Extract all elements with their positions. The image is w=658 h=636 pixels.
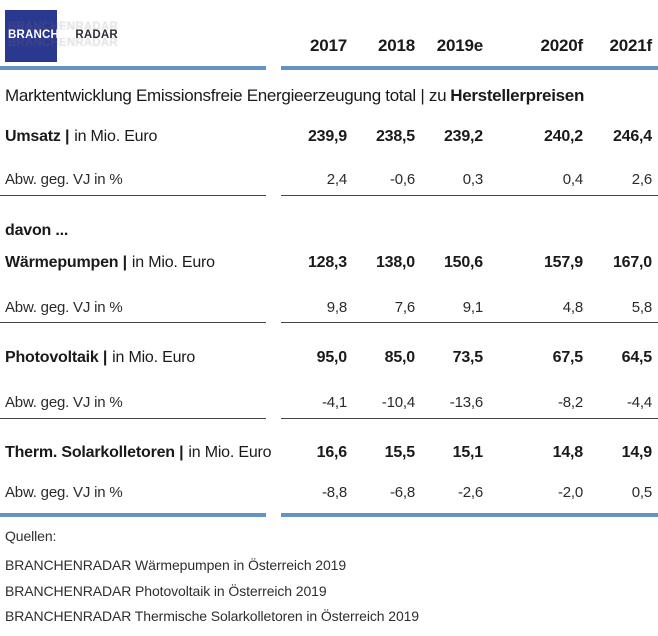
cell-value: 0,5 [631,484,652,501]
cell-value: 9,1 [462,299,483,316]
divider-segment [0,195,266,196]
cell-value: 4,8 [562,299,583,316]
divider-segment [281,418,658,419]
logo-wordmark: BRANCHENRADAR [8,29,118,41]
cell-value: 2,4 [326,171,347,188]
table-title-bold: Herstellerpreisen [450,86,585,105]
table-row-waermepumpen: Wärmepumpen | in Mio. Euro 128,3 138,0 15… [0,253,658,272]
divider-segment [281,322,658,323]
row-label: Therm. Solarkolletoren | in Mio. Euro [5,444,272,461]
sources-heading: Quellen: [5,528,57,544]
cell-value: 150,6 [443,254,483,271]
footer-sources: Quellen: BRANCHENRADAR Wärmepumpen in Ös… [0,528,658,625]
divider-grey [0,418,658,419]
cell-value: -2,0 [557,484,583,501]
cell-value: -6,8 [389,484,415,501]
table-row-therm-solarkolletoren-abw: Abw. geg. VJ in % -8,8 -6,8 -2,6 -2,0 0,… [0,483,658,502]
cell-value: -4,4 [626,394,652,411]
cell-value: 239,2 [443,128,483,145]
source-line: BRANCHENRADAR Photovoltaik in Österreich… [5,583,327,599]
cell-value: -2,6 [457,484,483,501]
cell-value: -10,4 [381,394,415,411]
divider-segment [0,66,266,70]
table-row-umsatz: Umsatz | in Mio. Euro 239,9 238,5 239,2 2… [0,127,658,146]
row-label: Umsatz | in Mio. Euro [5,128,158,145]
cell-value: 240,2 [543,128,583,145]
row-label: Abw. geg. VJ in % [5,171,123,188]
branchenradar-logo: BRANCHENRADAR BRANCHENRADAR BRANCHENRADA… [5,10,145,62]
cell-value: 67,5 [552,349,584,366]
row-label: Abw. geg. VJ in % [5,394,123,411]
cell-value: 15,5 [384,444,416,461]
section-label: davon ... [5,222,69,239]
cell-value: -13,6 [449,394,483,411]
cell-value: 5,8 [631,299,652,316]
header: BRANCHENRADAR BRANCHENRADAR BRANCHENRADA… [0,0,658,66]
logo-ghost-text: BRANCHENRADAR [8,37,118,49]
table-title: Marktentwicklung Emissionsfreie Energiee… [5,86,658,106]
table-title-main: Marktentwicklung Emissionsfreie Energiee… [5,86,447,105]
cell-value: 85,0 [384,349,416,366]
divider-segment [0,513,266,517]
divider-segment [281,66,658,70]
divider-grey [0,195,658,196]
cell-value: 16,6 [316,444,348,461]
table-row-waermepumpen-abw: Abw. geg. VJ in % 9,8 7,6 9,1 4,8 5,8 [0,298,658,317]
cell-value: 0,3 [462,171,483,188]
logo-square [5,10,57,62]
cell-value: 138,0 [375,254,415,271]
year-column-2021f: 2021f [609,36,653,55]
year-column-2020f: 2020f [540,36,584,55]
year-column-2017: 2017 [309,36,347,55]
cell-value: 246,4 [612,128,652,145]
divider-grey [0,322,658,323]
source-line: BRANCHENRADAR Thermische Solarkolletoren… [5,608,419,624]
logo-text-primary: BRANCHEN [8,29,76,41]
row-label: Abw. geg. VJ in % [5,484,123,501]
year-header-row: 2017 2018 2019e 2020f 2021f [0,0,652,66]
cell-value: 7,6 [394,299,415,316]
divider-blue-top [0,66,658,70]
divider-segment [281,513,658,517]
cell-value: 14,9 [621,444,653,461]
divider-segment [281,195,658,196]
divider-segment [0,418,266,419]
cell-value: 238,5 [375,128,415,145]
cell-value: -8,8 [321,484,347,501]
table-row-umsatz-abw: Abw. geg. VJ in % 2,4 -0,6 0,3 0,4 2,6 [0,170,658,189]
cell-value: 15,1 [452,444,484,461]
cell-value: 128,3 [307,254,347,271]
year-column-2019e: 2019e [436,36,483,55]
cell-value: 0,4 [562,171,583,188]
cell-value: 64,5 [621,349,653,366]
table-row-photovoltaik: Photovoltaik | in Mio. Euro 95,0 85,0 73,… [0,348,658,367]
cell-value: -8,2 [557,394,583,411]
table-row-photovoltaik-abw: Abw. geg. VJ in % -4,1 -10,4 -13,6 -8,2 … [0,393,658,412]
table-row-therm-solarkolletoren: Therm. Solarkolletoren | in Mio. Euro 16,… [0,443,658,462]
cell-value: 95,0 [316,349,348,366]
cell-value: 73,5 [452,349,484,366]
table-row-davon: davon ... [0,221,658,240]
logo-ghost-text: BRANCHENRADAR [8,21,118,33]
cell-value: 239,9 [307,128,347,145]
cell-value: -4,1 [321,394,347,411]
row-label: Abw. geg. VJ in % [5,299,123,316]
cell-value: 2,6 [631,171,652,188]
logo-text-secondary: RADAR [75,29,118,41]
source-line: BRANCHENRADAR Wärmepumpen in Österreich … [5,557,347,573]
cell-value: 9,8 [326,299,347,316]
cell-value: 157,9 [543,254,583,271]
cell-value: 167,0 [612,254,652,271]
cell-value: -0,6 [389,171,415,188]
cell-value: 14,8 [552,444,584,461]
row-label: Photovoltaik | in Mio. Euro [5,349,196,366]
divider-segment [0,322,266,323]
divider-blue-bottom [0,513,658,517]
year-column-2018: 2018 [377,36,415,55]
row-label: Wärmepumpen | in Mio. Euro [5,254,215,271]
